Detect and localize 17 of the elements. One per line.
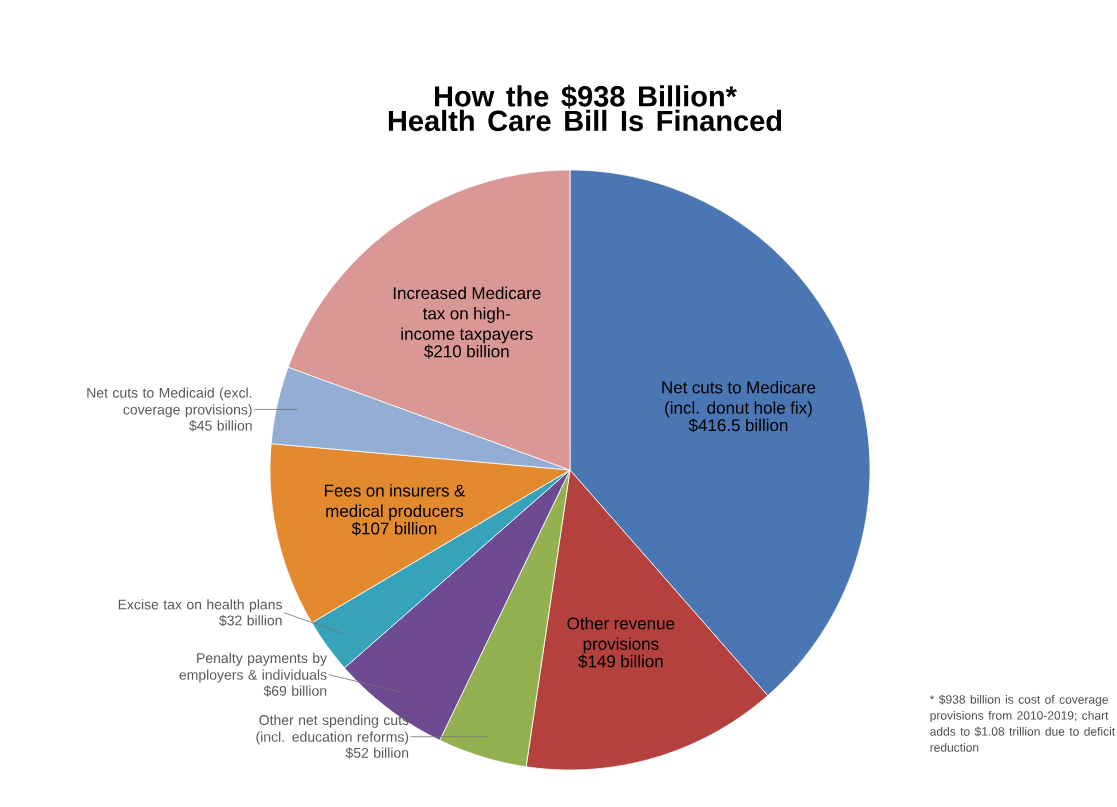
text: * $938 billion is cost of coverage provisions from 2010-2019; chart adds to $1.08 trillion due to deficit reduction: [929, 694, 1116, 752]
data-label: $210 billion: [424, 344, 509, 359]
slice-label: Net cuts to Medicaid (excl. coverage provisions): [87, 387, 252, 418]
data-label: $416.5 billion: [688, 418, 788, 433]
data-label: $45 billion: [189, 420, 252, 432]
slice-label: Increased Medicare tax on high-income taxpayers: [393, 286, 541, 344]
data-label: $32 billion: [219, 614, 282, 627]
slice-label: Fees on insurers & medical producers: [324, 484, 466, 521]
data-label: $69 billion: [263, 685, 327, 697]
slice-label: Net cuts to Medicare (incl. donut hole fix): [662, 380, 816, 418]
data-label: $107 billion: [351, 521, 437, 536]
data-label: $149 billion: [578, 654, 663, 669]
slice-label: Excise tax on health plans: [118, 599, 282, 613]
slice-label: Other revenue provisions: [567, 617, 675, 654]
chart-title: How the $938 Billion* Health Care Bill Is Financed: [388, 84, 782, 132]
slice-label: Penalty payments by employers & individuals: [179, 652, 328, 683]
data-label: $52 billion: [345, 747, 409, 759]
